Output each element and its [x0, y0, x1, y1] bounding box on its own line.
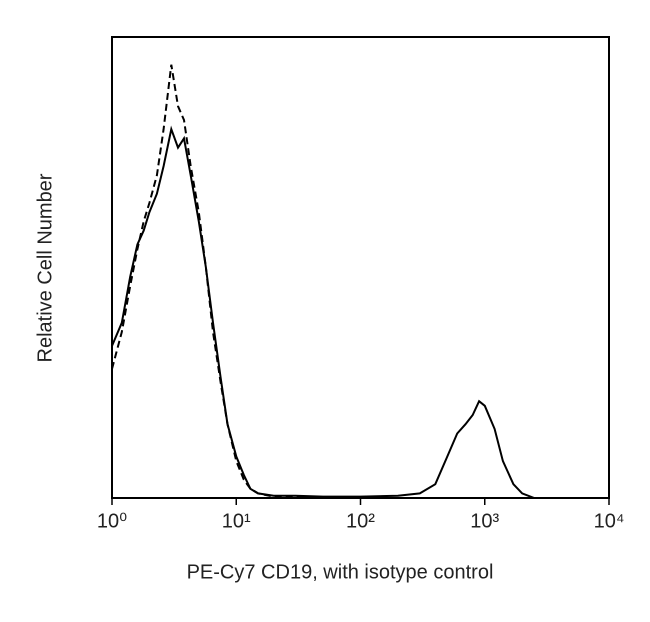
x-tick-label: 10⁴ [594, 510, 625, 532]
series-line [111, 64, 609, 499]
x-tick-label: 10³ [470, 510, 499, 532]
series-line [111, 125, 609, 499]
x-tick-label: 10² [346, 510, 375, 532]
plot-frame [111, 36, 610, 499]
x-tick-label: 10¹ [222, 510, 251, 532]
y-axis-label: Relative Cell Number [34, 173, 56, 362]
x-tick-label: 10⁰ [97, 510, 127, 532]
x-axis-label: PE-Cy7 CD19, with isotype control [187, 561, 494, 583]
